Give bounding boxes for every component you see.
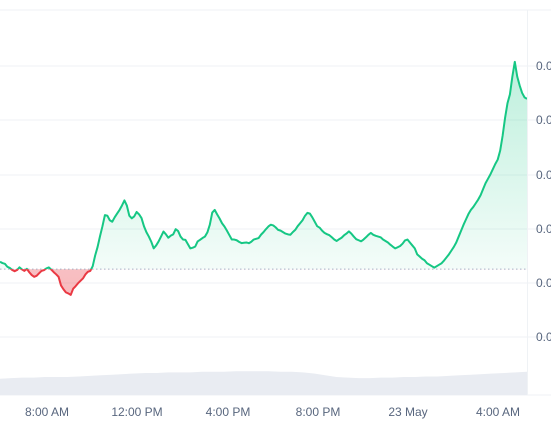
- price-line-down: [9, 269, 93, 296]
- y-tick-label: 0.0: [536, 330, 551, 344]
- y-tick-label: 0.0: [536, 59, 551, 73]
- x-tick-label: 8:00 AM: [25, 405, 69, 419]
- x-axis-tick-labels: 8:00 AM 12:00 PM 4:00 PM 8:00 PM 23 May 4:00 …: [25, 405, 520, 419]
- price-area-down: [11, 269, 92, 295]
- y-axis-tick-labels: 0.0 0.0 0.0 0.0 0.0 0.0: [536, 59, 551, 344]
- price-line-up: [0, 60, 528, 270]
- y-tick-label: 0.0: [536, 168, 551, 182]
- price-line: [0, 60, 528, 296]
- y-tick-label: 0.0: [536, 222, 551, 236]
- x-tick-label: 4:00 PM: [206, 405, 251, 419]
- x-tick-label: 4:00 AM: [476, 405, 520, 419]
- x-tick-label: 12:00 PM: [111, 405, 162, 419]
- volume-area: [0, 371, 527, 395]
- x-tick-label: 8:00 PM: [296, 405, 341, 419]
- x-tick-label: 23 May: [388, 405, 427, 419]
- y-tick-label: 0.0: [536, 113, 551, 127]
- gridlines: [0, 9, 551, 396]
- volume-shape: [0, 371, 527, 395]
- y-tick-label: 0.0: [536, 276, 551, 290]
- price-area: [0, 61, 527, 295]
- price-area-up: [0, 61, 527, 270]
